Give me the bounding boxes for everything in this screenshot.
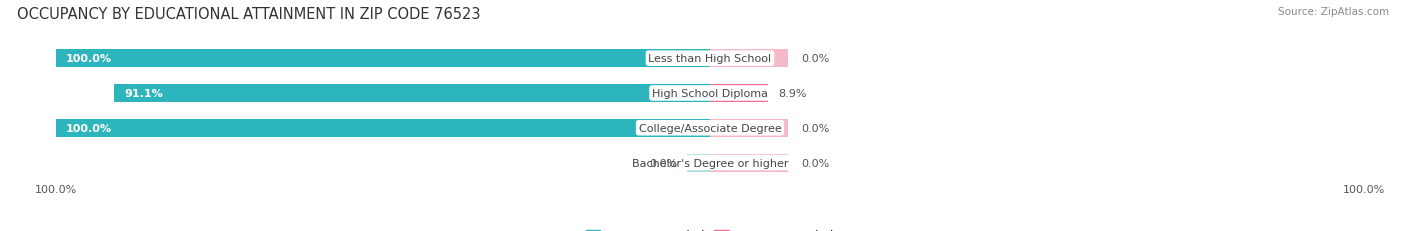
Bar	[114, 85, 710, 103]
Text: 8.9%: 8.9%	[778, 88, 807, 99]
Text: 100.0%: 100.0%	[66, 123, 112, 133]
Text: 0.0%: 0.0%	[801, 158, 830, 168]
Text: 91.1%: 91.1%	[124, 88, 163, 99]
Bar	[688, 154, 710, 172]
Bar	[0, 154, 56, 172]
Text: College/Associate Degree: College/Associate Degree	[638, 123, 782, 133]
Text: Source: ZipAtlas.com: Source: ZipAtlas.com	[1278, 7, 1389, 17]
Text: 100.0%: 100.0%	[66, 54, 112, 64]
Text: High School Diploma: High School Diploma	[652, 88, 768, 99]
Text: 0.0%: 0.0%	[801, 123, 830, 133]
Text: Less than High School: Less than High School	[648, 54, 772, 64]
Text: OCCUPANCY BY EDUCATIONAL ATTAINMENT IN ZIP CODE 76523: OCCUPANCY BY EDUCATIONAL ATTAINMENT IN Z…	[17, 7, 481, 22]
Bar	[0, 85, 56, 103]
Legend: Owner-occupied, Renter-occupied: Owner-occupied, Renter-occupied	[581, 224, 839, 231]
Bar	[0, 50, 56, 68]
Bar	[710, 154, 789, 172]
Bar	[0, 119, 56, 137]
Bar	[710, 85, 768, 103]
Bar	[56, 119, 710, 137]
Text: 0.0%: 0.0%	[650, 158, 678, 168]
Text: 0.0%: 0.0%	[801, 54, 830, 64]
Bar	[56, 50, 710, 68]
Bar	[710, 50, 789, 68]
Text: Bachelor's Degree or higher: Bachelor's Degree or higher	[631, 158, 789, 168]
Bar	[710, 119, 789, 137]
